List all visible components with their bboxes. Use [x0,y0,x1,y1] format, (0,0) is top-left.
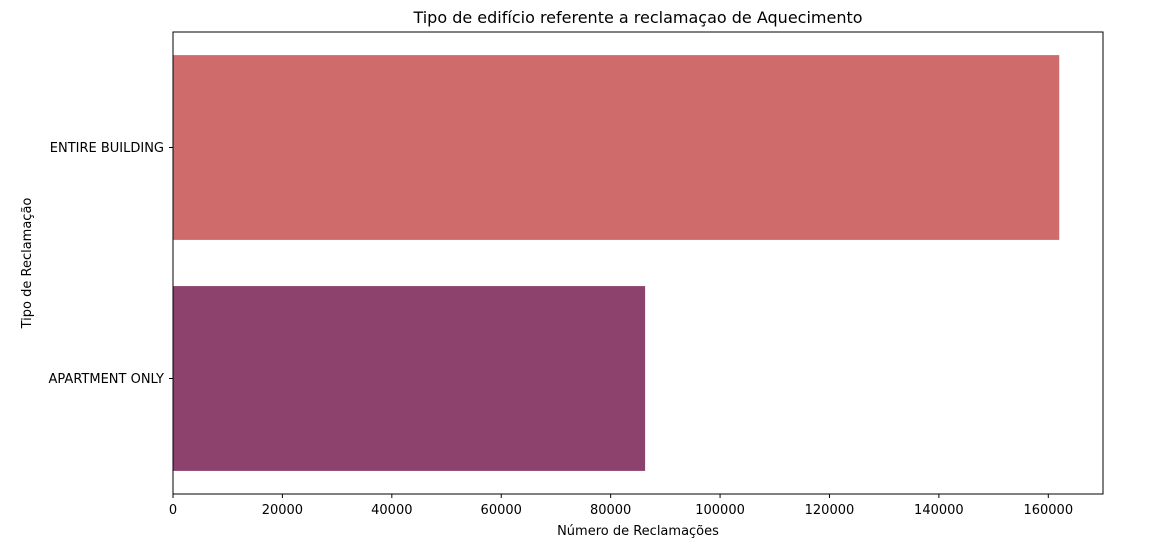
bar-entire-building [173,55,1060,240]
x-tick-label: 60000 [481,503,522,518]
bars-group [173,55,1060,471]
x-tick-label: 20000 [262,503,303,518]
x-tick-label: 40000 [371,503,412,518]
plot-frame [172,31,1104,495]
x-tick-label: 140000 [914,503,964,518]
x-tick-label: 0 [169,503,177,518]
y-axis-label: Tipo de Reclamação [20,198,35,330]
x-axis-ticks: 0 20000 40000 60000 80000 100000 120000 140000 1… [169,494,1073,518]
y-axis-ticks: ENTIRE BUILDING APARTMENT ONLY [49,141,173,387]
x-tick-label: 80000 [590,503,631,518]
chart-title: Tipo de edifício referente a reclamaçao … [412,8,862,27]
y-tick-label: ENTIRE BUILDING [50,141,164,156]
x-tick-label: 120000 [805,503,855,518]
x-tick-label: 160000 [1023,503,1073,518]
x-axis-label: Número de Reclamações [557,524,719,539]
x-tick-label: 100000 [695,503,745,518]
y-tick-label: APARTMENT ONLY [49,372,165,387]
bar-apartment-only [173,286,646,471]
